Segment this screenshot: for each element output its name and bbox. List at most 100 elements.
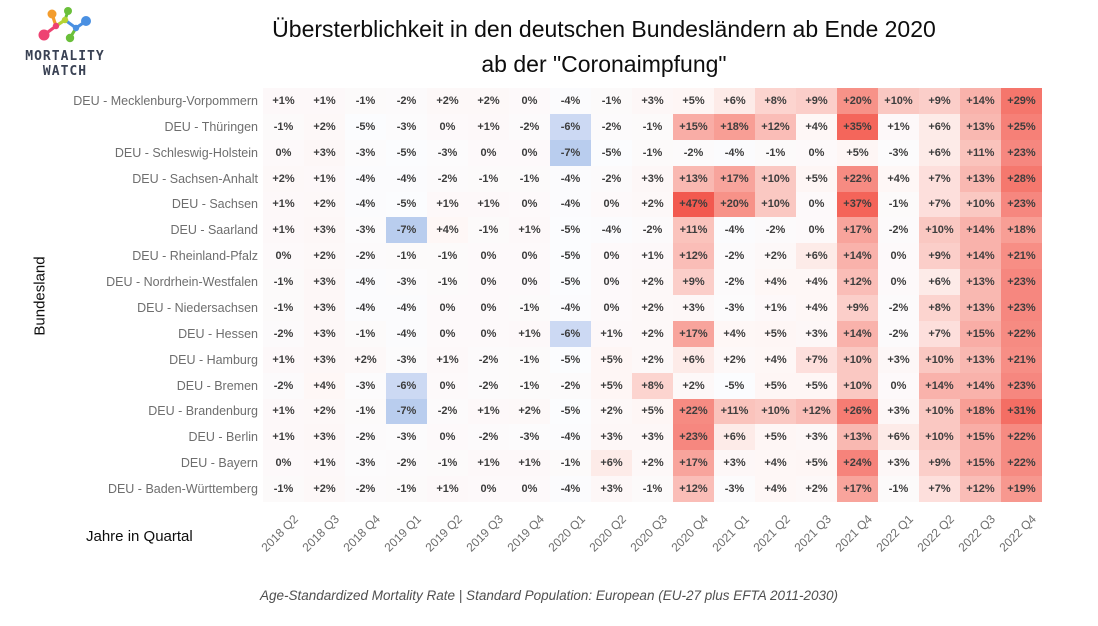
- heatmap-cell[interactable]: +17%: [837, 217, 878, 244]
- heatmap-cell[interactable]: -4%: [386, 295, 427, 321]
- heatmap-cell[interactable]: +1%: [304, 88, 345, 114]
- heatmap-cell[interactable]: -5%: [550, 243, 591, 270]
- heatmap-cell[interactable]: +35%: [837, 113, 878, 140]
- heatmap-cell[interactable]: +1%: [509, 320, 550, 347]
- heatmap-cell[interactable]: +5%: [591, 372, 632, 399]
- heatmap-cell[interactable]: +1%: [509, 217, 550, 244]
- heatmap-cell[interactable]: +1%: [263, 398, 304, 425]
- heatmap-cell[interactable]: -1%: [427, 243, 468, 270]
- heatmap-cell[interactable]: -2%: [345, 243, 386, 270]
- heatmap-cell[interactable]: -1%: [263, 113, 304, 140]
- heatmap-cell[interactable]: -4%: [550, 295, 591, 321]
- heatmap-cell[interactable]: +6%: [919, 139, 960, 166]
- heatmap-cell[interactable]: 0%: [427, 320, 468, 347]
- heatmap-cell[interactable]: +6%: [714, 88, 755, 114]
- heatmap-cell[interactable]: +9%: [837, 295, 878, 321]
- heatmap-cell[interactable]: -3%: [714, 295, 755, 321]
- heatmap-cell[interactable]: +3%: [878, 346, 919, 373]
- heatmap-cell[interactable]: -4%: [714, 139, 755, 166]
- heatmap-cell[interactable]: -1%: [345, 398, 386, 425]
- heatmap-cell[interactable]: +7%: [796, 346, 837, 373]
- heatmap-cell[interactable]: 0%: [796, 191, 837, 218]
- heatmap-cell[interactable]: +11%: [960, 139, 1001, 166]
- heatmap-cell[interactable]: -5%: [386, 139, 427, 166]
- heatmap-cell[interactable]: +2%: [632, 346, 673, 373]
- heatmap-cell[interactable]: +15%: [960, 424, 1001, 451]
- heatmap-cell[interactable]: +12%: [960, 476, 1001, 502]
- heatmap-cell[interactable]: -5%: [550, 398, 591, 425]
- heatmap-cell[interactable]: 0%: [468, 320, 509, 347]
- heatmap-cell[interactable]: -1%: [386, 476, 427, 502]
- heatmap-cell[interactable]: +23%: [1001, 139, 1042, 166]
- heatmap-cell[interactable]: -1%: [509, 165, 550, 192]
- heatmap-cell[interactable]: +9%: [919, 243, 960, 270]
- heatmap-cell[interactable]: -1%: [878, 476, 919, 502]
- heatmap-cell[interactable]: +7%: [919, 191, 960, 218]
- heatmap-cell[interactable]: -3%: [509, 424, 550, 451]
- heatmap-cell[interactable]: +12%: [673, 476, 714, 502]
- heatmap-cell[interactable]: 0%: [468, 269, 509, 295]
- heatmap-cell[interactable]: -3%: [386, 269, 427, 295]
- heatmap-cell[interactable]: +1%: [427, 476, 468, 502]
- heatmap-cell[interactable]: 0%: [878, 372, 919, 399]
- heatmap-cell[interactable]: +18%: [1001, 217, 1042, 244]
- heatmap-cell[interactable]: -6%: [386, 372, 427, 399]
- heatmap-cell[interactable]: -3%: [386, 346, 427, 373]
- heatmap-cell[interactable]: +14%: [837, 320, 878, 347]
- heatmap-cell[interactable]: +5%: [755, 320, 796, 347]
- heatmap-cell[interactable]: -2%: [591, 165, 632, 192]
- heatmap-cell[interactable]: +7%: [919, 320, 960, 347]
- heatmap-cell[interactable]: +14%: [960, 372, 1001, 399]
- heatmap-cell[interactable]: +5%: [796, 372, 837, 399]
- heatmap-cell[interactable]: +9%: [796, 88, 837, 114]
- heatmap-cell[interactable]: -2%: [345, 424, 386, 451]
- heatmap-cell[interactable]: -4%: [345, 191, 386, 218]
- heatmap-cell[interactable]: +13%: [960, 113, 1001, 140]
- heatmap-cell[interactable]: -1%: [345, 88, 386, 114]
- heatmap-cell[interactable]: +2%: [755, 243, 796, 270]
- heatmap-cell[interactable]: +5%: [796, 165, 837, 192]
- heatmap-cell[interactable]: 0%: [509, 191, 550, 218]
- heatmap-cell[interactable]: +2%: [304, 476, 345, 502]
- heatmap-cell[interactable]: +1%: [263, 191, 304, 218]
- heatmap-cell[interactable]: +15%: [960, 320, 1001, 347]
- heatmap-cell[interactable]: -2%: [468, 424, 509, 451]
- heatmap-cell[interactable]: -3%: [345, 139, 386, 166]
- heatmap-cell[interactable]: +17%: [673, 320, 714, 347]
- heatmap-cell[interactable]: -1%: [509, 372, 550, 399]
- heatmap-cell[interactable]: -4%: [591, 217, 632, 244]
- heatmap-cell[interactable]: +14%: [960, 88, 1001, 114]
- heatmap-cell[interactable]: +1%: [755, 295, 796, 321]
- heatmap-cell[interactable]: -2%: [673, 139, 714, 166]
- heatmap-cell[interactable]: -1%: [632, 113, 673, 140]
- heatmap-cell[interactable]: +23%: [673, 424, 714, 451]
- heatmap-cell[interactable]: +6%: [878, 424, 919, 451]
- heatmap-cell[interactable]: +2%: [632, 269, 673, 295]
- heatmap-cell[interactable]: 0%: [427, 295, 468, 321]
- heatmap-cell[interactable]: 0%: [509, 139, 550, 166]
- heatmap-cell[interactable]: +22%: [1001, 424, 1042, 451]
- heatmap-cell[interactable]: +10%: [960, 191, 1001, 218]
- heatmap-cell[interactable]: -2%: [591, 113, 632, 140]
- heatmap-cell[interactable]: -7%: [386, 398, 427, 425]
- heatmap-cell[interactable]: -1%: [263, 476, 304, 502]
- heatmap-cell[interactable]: -5%: [714, 372, 755, 399]
- heatmap-cell[interactable]: +15%: [960, 450, 1001, 477]
- heatmap-cell[interactable]: +2%: [304, 113, 345, 140]
- heatmap-cell[interactable]: +10%: [919, 217, 960, 244]
- heatmap-cell[interactable]: +3%: [673, 295, 714, 321]
- heatmap-cell[interactable]: +6%: [673, 346, 714, 373]
- heatmap-cell[interactable]: -2%: [468, 346, 509, 373]
- heatmap-cell[interactable]: +3%: [632, 88, 673, 114]
- heatmap-cell[interactable]: +3%: [796, 320, 837, 347]
- heatmap-cell[interactable]: +4%: [755, 476, 796, 502]
- heatmap-cell[interactable]: -3%: [345, 450, 386, 477]
- heatmap-cell[interactable]: +3%: [304, 269, 345, 295]
- heatmap-cell[interactable]: -2%: [386, 450, 427, 477]
- heatmap-cell[interactable]: 0%: [509, 243, 550, 270]
- heatmap-cell[interactable]: +4%: [755, 269, 796, 295]
- heatmap-cell[interactable]: -4%: [345, 269, 386, 295]
- mortality-watch-logo[interactable]: MORTALITY WATCH: [6, 5, 124, 79]
- heatmap-cell[interactable]: -2%: [550, 372, 591, 399]
- heatmap-cell[interactable]: +8%: [755, 88, 796, 114]
